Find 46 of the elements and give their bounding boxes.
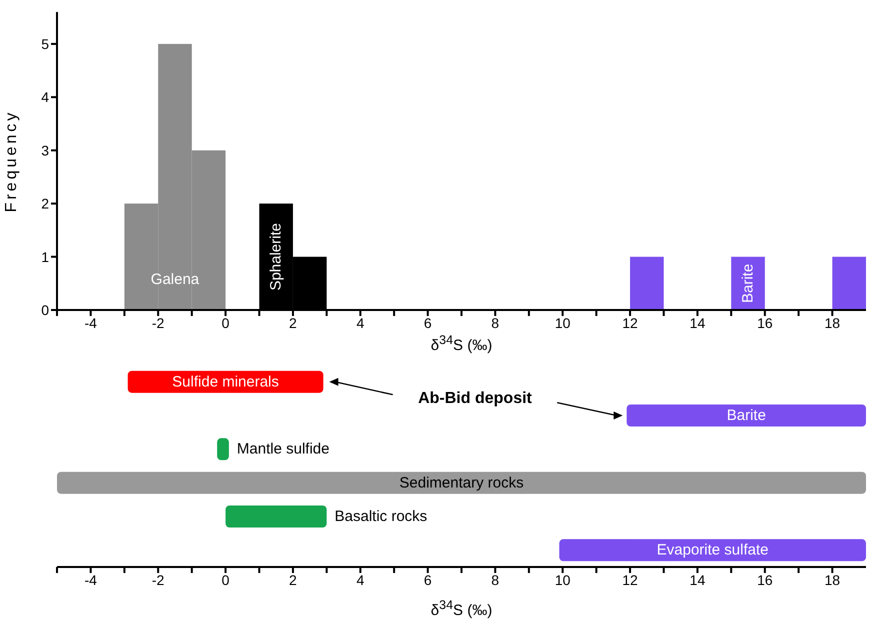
x-tick-label: 6 xyxy=(424,572,432,588)
y-tick-label: 4 xyxy=(41,89,50,106)
y-tick-label: Evaporite sulfate xyxy=(656,542,768,559)
y-tick-label: 3 xyxy=(41,142,50,158)
bar xyxy=(57,472,866,494)
x-tick-label: 14 xyxy=(690,314,706,331)
x-tick-label: -2 xyxy=(152,572,165,588)
x-tick-label: 6 xyxy=(424,314,432,331)
x-tick-label: 18 xyxy=(824,572,840,588)
bar xyxy=(559,539,866,562)
x-tick-label: 16 xyxy=(757,314,773,331)
bar xyxy=(217,438,229,460)
x-tick-label: -4 xyxy=(84,572,98,588)
x-tick-label: 18 xyxy=(824,314,840,331)
x-tick-label: 8 xyxy=(491,314,500,331)
x-tick-label: -4 xyxy=(84,314,98,331)
y-tick-label: 1 xyxy=(41,248,50,265)
x-tick-label: 0 xyxy=(222,314,230,331)
y-tick-label: Mantle sulfide xyxy=(236,440,330,458)
series-label: Sphalerite xyxy=(268,223,285,291)
bar xyxy=(226,506,327,528)
x-tick-label: 4 xyxy=(356,572,364,588)
x-tick-label: 10 xyxy=(554,314,571,331)
x-tick-label: 2 xyxy=(289,314,298,331)
y-tick-label: Basaltic rocks xyxy=(334,508,428,525)
x-tick-label: 0 xyxy=(222,572,230,588)
x-tick-label: 2 xyxy=(289,572,298,588)
x-axis-title: δ$^{34}$S (‰) xyxy=(430,598,494,619)
x-tick-label: 14 xyxy=(690,572,706,588)
x-tick-label: 8 xyxy=(491,572,500,588)
bar xyxy=(626,404,866,426)
annotation: Ab-Bid deposit xyxy=(418,390,533,408)
x-tick-label: -2 xyxy=(152,314,165,331)
y-tick-label: Sulfide minerals xyxy=(172,373,279,390)
y-axis-title: Frequency xyxy=(3,110,21,212)
x-tick-label: 12 xyxy=(622,314,638,331)
x-tick-label: 10 xyxy=(554,572,571,588)
x-tick-label: 4 xyxy=(356,314,364,331)
y-tick-label: Sedimentary rocks xyxy=(399,474,524,492)
y-tick-label: 5 xyxy=(41,36,50,52)
series-label: Galena xyxy=(150,271,200,288)
y-tick-label: 0 xyxy=(41,302,50,318)
x-tick-label: 12 xyxy=(622,572,638,588)
x-tick-label: 16 xyxy=(757,572,773,588)
x-axis-title: δ$^{34}$S (‰) xyxy=(430,333,494,354)
y-tick-label: 2 xyxy=(41,196,50,212)
